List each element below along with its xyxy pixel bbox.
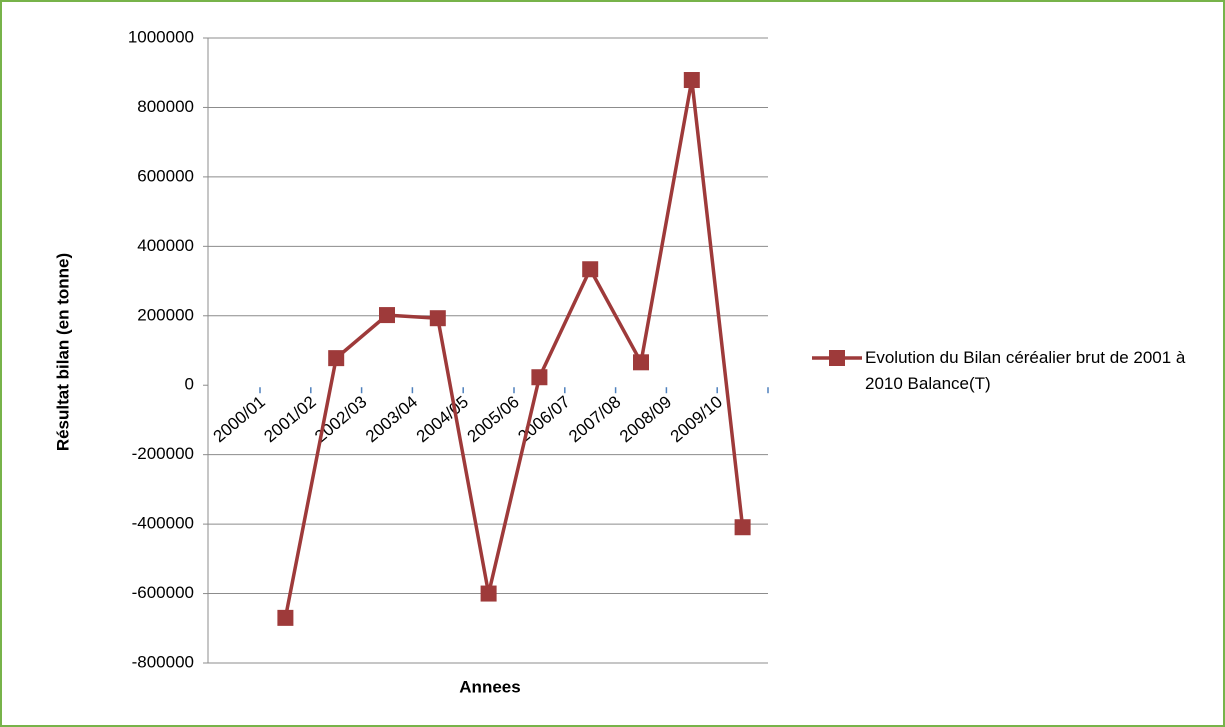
data-point [683,72,700,89]
series-line [283,78,745,619]
x-tick-label: 2008/09 [616,392,675,446]
x-tick-label: 2000/01 [210,392,269,446]
y-tick-label: 800000 [137,97,194,116]
legend-marker [829,350,845,366]
x-tick-label: 2003/04 [362,392,421,446]
x-tick-label: 2005/06 [464,392,523,446]
x-tick-label: 2004/05 [413,392,472,446]
y-tick-label: -800000 [132,652,194,671]
y-tick-label: 400000 [137,236,194,255]
data-point [480,585,497,602]
x-tick-label: 2001/02 [260,392,319,446]
data-point [429,310,446,327]
legend-label: Evolution du Bilan céréalier brut de 200… [865,348,1186,393]
y-tick-label: -200000 [132,444,194,463]
data-point [328,350,345,367]
y-tick-label: 600000 [137,166,194,185]
y-tick-label: 0 [185,375,194,394]
y-axis-label: Résultat bilan (en tonne) [53,253,72,451]
data-point [277,609,294,626]
y-tick-label: -400000 [132,514,194,533]
y-tick-label: 200000 [137,305,194,324]
x-tick-label: 2009/10 [667,392,726,446]
data-point [531,369,548,386]
y-tick-label: -600000 [132,583,194,602]
x-axis-label: Annees [459,677,520,696]
y-tick-label: 1000000 [128,27,194,46]
data-point [582,261,599,278]
data-point [734,519,751,536]
data-point [633,354,649,371]
x-tick-label: 2006/07 [514,392,573,446]
x-tick-label: 2007/08 [565,392,624,446]
data-point [379,307,395,324]
